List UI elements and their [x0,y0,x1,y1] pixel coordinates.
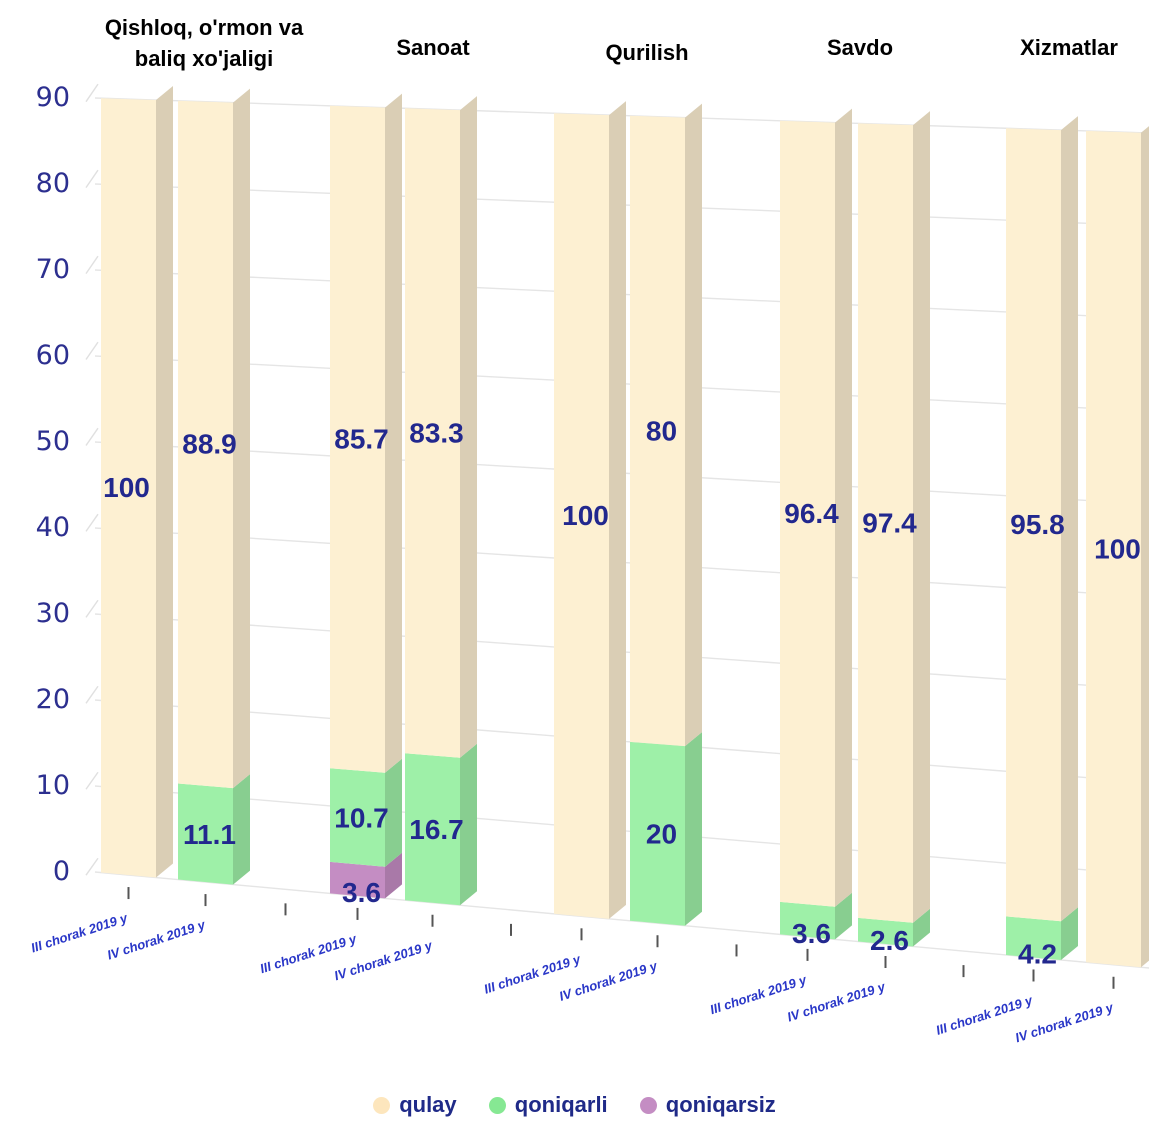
bar-4-0-qulay-front [1006,128,1061,922]
axis-depth-line-10 [85,771,99,790]
group-title-3: Savdo [827,35,893,60]
bar-2-0-qulay-front [554,113,609,919]
bar-1-0-qoniqarli-side [385,758,402,867]
data-label-2-1-qoniqarli: 20 [646,819,677,850]
bar-1-1-qulay-front [405,108,460,758]
group-title-0: Qishloq, o'rmon va baliq xo'jaligi [105,15,304,71]
data-label-1-1-qulay: 83.3 [409,417,464,448]
legend: qulay qoniqarli qoniqarsiz [0,1092,1149,1120]
axis-depth-line-40 [85,513,99,532]
data-label-4-1-qulay: 100 [1094,533,1141,564]
legend-item-qulay[interactable]: qulay [373,1092,457,1118]
data-label-1-0-qoniqarsiz: 3.6 [342,877,381,908]
y-tick-label-50: 50 [36,426,70,457]
bar-0-1-qoniqarli-front [178,783,233,885]
bar-1-0-qoniqarsiz-side [385,852,402,899]
data-label-3-0-qoniqarli: 3.6 [792,918,831,949]
bar-2-1-qulay-side [685,103,702,747]
data-label-3-1-qoniqarli: 2.6 [870,925,909,956]
bar-1-0-qulay-side [385,93,402,773]
data-label-4-0-qoniqarli: 4.2 [1018,938,1057,969]
bar-1-1-qoniqarli-front [405,753,460,906]
y-axis-ticks: 0 10 20 30 40 50 60 70 80 90 [36,82,70,887]
bar-1-0-qoniqarli-front [330,768,385,867]
axis-depth-line-50 [85,427,99,446]
bar-3-0-qulay-front [780,120,835,907]
group-title-2: Qurilish [605,40,688,65]
bar-1-0-qoniqarsiz-front [330,861,385,899]
bar-3-1-qoniqarli-side [913,908,930,947]
legend-item-qoniqarsiz[interactable]: qoniqarsiz [639,1092,776,1118]
data-label-2-1-qulay: 80 [646,415,677,446]
y-tick-label-40: 40 [36,512,70,543]
data-label-4-0-qulay: 95.8 [1010,509,1065,540]
bar-4-0-qulay-side [1061,116,1078,922]
y-tick-label-80: 80 [36,168,70,199]
legend-marker-qoniqarli [488,1096,506,1114]
axis-depth-line-80 [85,169,99,189]
data-label-0-0-qulay: 100 [103,472,150,503]
bar-2-1-qoniqarli-side [685,732,702,926]
bar-0-1-qoniqarli-side [233,774,250,885]
y-tick-label-70: 70 [36,254,70,285]
bar-2-0-qulay-side [609,101,626,919]
y-tick-label-20: 20 [36,684,70,715]
bar-2-1-qoniqarli-front [630,741,685,926]
data-label-0-1-qulay: 88.9 [182,429,237,460]
group-title-1: Sanoat [396,35,470,60]
data-label-0-1-qoniqarli: 11.1 [183,819,236,850]
axis-depth-line-70 [85,255,99,274]
group-title-4: Xizmatlar [1020,35,1118,60]
y-tick-label-60: 60 [36,340,70,371]
axis-depth-line-60 [85,341,99,360]
data-label-2-0-qulay: 100 [562,500,609,531]
gridline-0 [94,871,1149,969]
bar-0-0-qulay-side [156,86,173,878]
axis-depth-line-20 [85,685,99,704]
bar-3-0-qoniqarli-side [835,892,852,940]
legend-marker-qoniqarsiz [639,1096,657,1114]
data-label-3-0-qulay: 96.4 [784,498,839,529]
x-axis-tick-marks [127,887,1115,989]
y-tick-label-0: 0 [53,856,70,887]
data-labels: 100 11.1 88.9 3.6 10.7 85.7 16.7 83.3 100 20 80 3.6… [103,415,1141,969]
legend-item-qoniqarli[interactable]: qoniqarli [488,1092,608,1118]
data-label-1-0-qoniqarli: 10.7 [334,802,389,833]
bar-4-1-qulay-front [1086,130,1141,968]
x-axis-category-labels: III chorak 2019 yIV chorak 2019 y III cho… [29,910,1116,1045]
bar-2-1-qulay-front [630,115,685,747]
bar-3-0-qoniqarli-front [780,901,835,940]
bar-4-0-qoniqarli-side [1061,907,1078,960]
bar-0-1-qulay-side [233,88,250,789]
bar-1-1-qoniqarli-side [460,743,477,906]
data-label-1-0-qulay: 85.7 [334,424,389,455]
axis-depth-line-30 [85,599,99,618]
bar-3-0-qulay-side [835,108,852,907]
bar-0-0-qulay-front [101,98,156,878]
bar-3-1-qoniqarli-front [858,917,913,947]
bar-0-1-qulay-front [178,100,233,789]
y-tick-label-30: 30 [36,598,70,629]
bar-1-1-qulay-side [460,96,477,758]
legend-label-qoniqarsiz: qoniqarsiz [665,1092,776,1117]
bar-4-1-qulay-side [1141,126,1149,968]
bar-3-1-qulay-side [913,111,930,923]
bar-3-1-qulay-front [858,123,913,923]
legend-marker-qulay [373,1096,391,1114]
legend-label-qoniqarli: qoniqarli [514,1092,608,1117]
group-titles: Qishloq, o'rmon va baliq xo'jaligi Sanoat Q… [105,15,1119,71]
bars [101,86,1149,968]
bar-4-0-qoniqarli-front [1006,916,1061,960]
y-tick-label-10: 10 [36,770,70,801]
data-label-1-1-qoniqarli: 16.7 [409,814,464,845]
data-label-3-1-qulay: 97.4 [862,507,917,538]
legend-label-qulay: qulay [399,1092,457,1117]
bar-1-0-qulay-front [330,105,385,773]
axis-depth-line-0 [85,857,99,876]
axis-depth-line-90 [85,83,99,103]
y-tick-label-90: 90 [36,82,70,113]
